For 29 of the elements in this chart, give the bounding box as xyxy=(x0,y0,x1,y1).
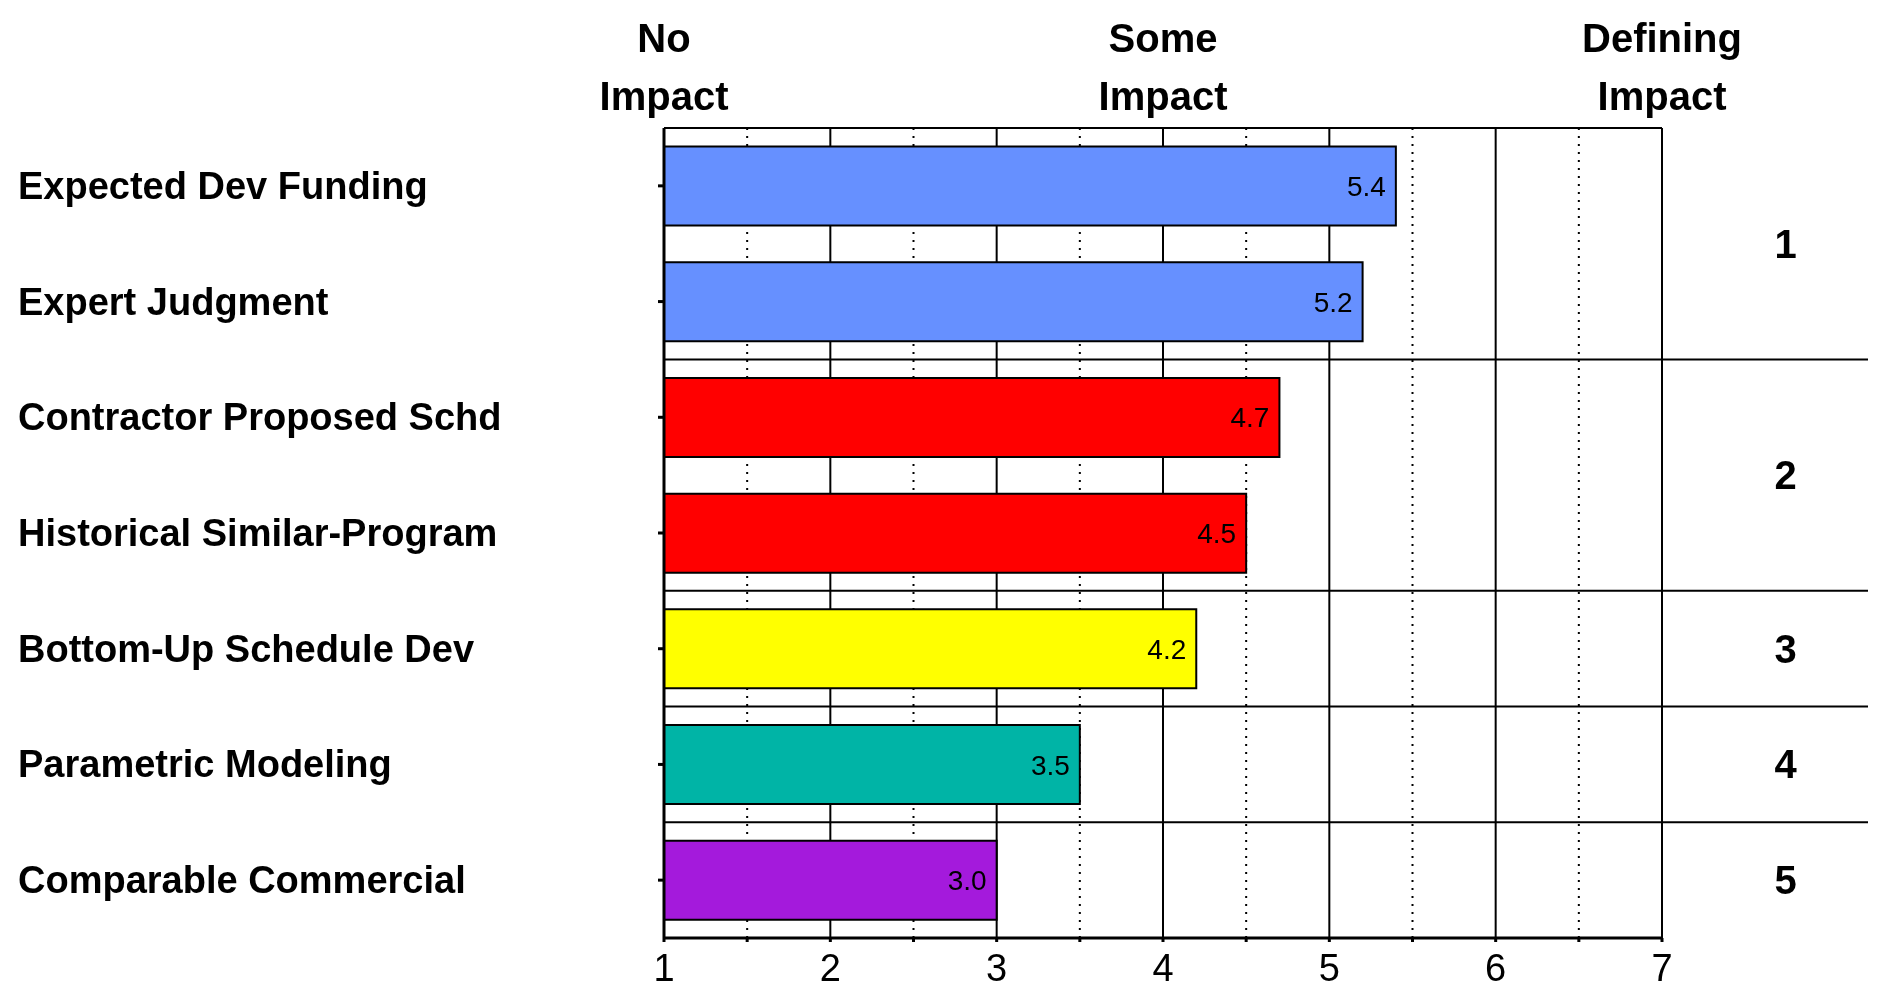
text: No Impact xyxy=(599,16,729,118)
x-tick-label: 6 xyxy=(1485,946,1507,989)
x-tick-label: 3 xyxy=(986,946,1008,989)
y-tick-label: Historical Similar-Program xyxy=(18,512,498,554)
data-label: 5.2 xyxy=(1313,286,1353,318)
y-tick-label: Parametric Modeling xyxy=(18,743,392,786)
x-tick-label: 5 xyxy=(1318,946,1340,989)
text: Some Impact xyxy=(1098,16,1228,118)
data-label: 4.7 xyxy=(1230,402,1270,434)
data-label: 3.0 xyxy=(947,865,987,897)
data-label: 4.2 xyxy=(1147,633,1187,665)
data-label: 4.5 xyxy=(1197,518,1237,550)
x-tick-label: 2 xyxy=(819,946,841,989)
text: 3 xyxy=(1774,626,1797,671)
text: 1 xyxy=(1774,221,1797,266)
text: 2 xyxy=(1774,453,1797,498)
x-tick-label: 4 xyxy=(1152,946,1174,989)
x-tick-label: 1 xyxy=(653,946,675,989)
y-tick-label: Expected Dev Funding xyxy=(18,164,428,207)
data-label: 3.5 xyxy=(1030,749,1070,781)
y-tick-label: Expert Judgment xyxy=(18,280,329,323)
text: 4 xyxy=(1774,742,1798,787)
y-tick-label: Contractor Proposed Schd xyxy=(18,396,502,439)
x-tick-label: 7 xyxy=(1651,946,1673,989)
data-label: 5.4 xyxy=(1346,171,1386,203)
y-tick-label: Comparable Commercial xyxy=(18,859,466,902)
text: 5 xyxy=(1774,858,1797,903)
text: Defining Impact xyxy=(1582,16,1742,118)
y-tick-label: Bottom-Up Schedule Dev xyxy=(18,627,475,670)
